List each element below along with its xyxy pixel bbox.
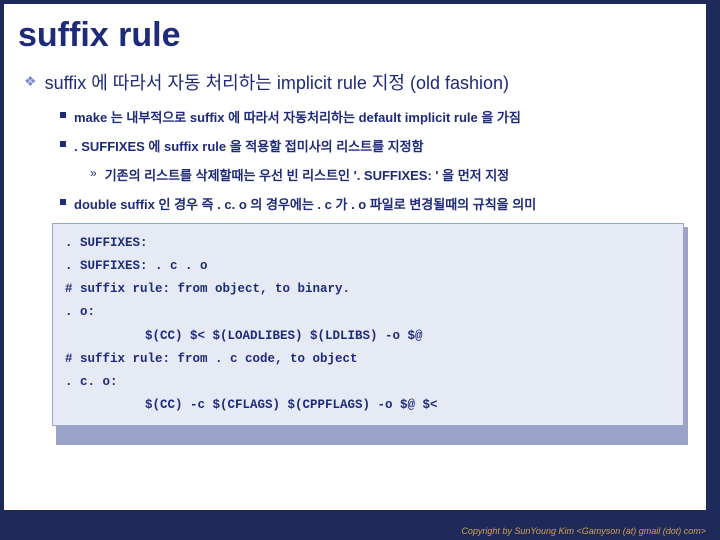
sub-bullet-text: make 는 내부적으로 suffix 에 따라서 자동처리하는 default… bbox=[74, 107, 521, 126]
sub-bullet-text: double suffix 인 경우 즉 . c. o 의 경우에는 . c 가… bbox=[74, 194, 536, 213]
code-line: # suffix rule: from object, to binary. bbox=[65, 278, 671, 301]
square-icon bbox=[60, 141, 66, 147]
square-icon bbox=[60, 112, 66, 118]
code-block: . SUFFIXES: . SUFFIXES: . c . o # suffix… bbox=[52, 223, 684, 426]
code-line: . c. o: bbox=[65, 371, 671, 394]
slide-title: suffix rule bbox=[18, 16, 692, 55]
square-icon bbox=[60, 199, 66, 205]
code-line: # suffix rule: from . c code, to object bbox=[65, 348, 671, 371]
sub-bullet-2: . SUFFIXES 에 suffix rule 을 적용할 접미사의 리스트를… bbox=[18, 136, 692, 155]
diamond-icon: ❖ bbox=[24, 73, 37, 90]
code-line: . o: bbox=[65, 301, 671, 324]
sub-sub-bullet-text: 기존의 리스트를 삭제할때는 우선 빈 리스트인 '. SUFFIXES: ' … bbox=[105, 165, 509, 184]
copyright-footer: Copyright by SunYoung Kim <Gamyson (at) … bbox=[461, 526, 706, 536]
arrow-icon: » bbox=[90, 166, 97, 180]
code-line: . SUFFIXES: . c . o bbox=[65, 255, 671, 278]
main-bullet-text: suffix 에 따라서 자동 처리하는 implicit rule 지정 (o… bbox=[45, 69, 509, 95]
code-line: $(CC) -c $(CFLAGS) $(CPPFLAGS) -o $@ $< bbox=[65, 394, 671, 417]
sub-bullet-text: . SUFFIXES 에 suffix rule 을 적용할 접미사의 리스트를… bbox=[74, 136, 424, 155]
code-block-wrap: . SUFFIXES: . SUFFIXES: . c . o # suffix… bbox=[52, 223, 692, 426]
slide-content: suffix rule ❖ suffix 에 따라서 자동 처리하는 impli… bbox=[4, 4, 706, 510]
main-bullet: ❖ suffix 에 따라서 자동 처리하는 implicit rule 지정 … bbox=[18, 69, 692, 95]
code-line: $(CC) $< $(LOADLIBES) $(LDLIBS) -o $@ bbox=[65, 325, 671, 348]
sub-sub-bullet: » 기존의 리스트를 삭제할때는 우선 빈 리스트인 '. SUFFIXES: … bbox=[18, 165, 692, 184]
code-line: . SUFFIXES: bbox=[65, 232, 671, 255]
sub-bullet-3: double suffix 인 경우 즉 . c. o 의 경우에는 . c 가… bbox=[18, 194, 692, 213]
sub-bullet-1: make 는 내부적으로 suffix 에 따라서 자동처리하는 default… bbox=[18, 107, 692, 126]
